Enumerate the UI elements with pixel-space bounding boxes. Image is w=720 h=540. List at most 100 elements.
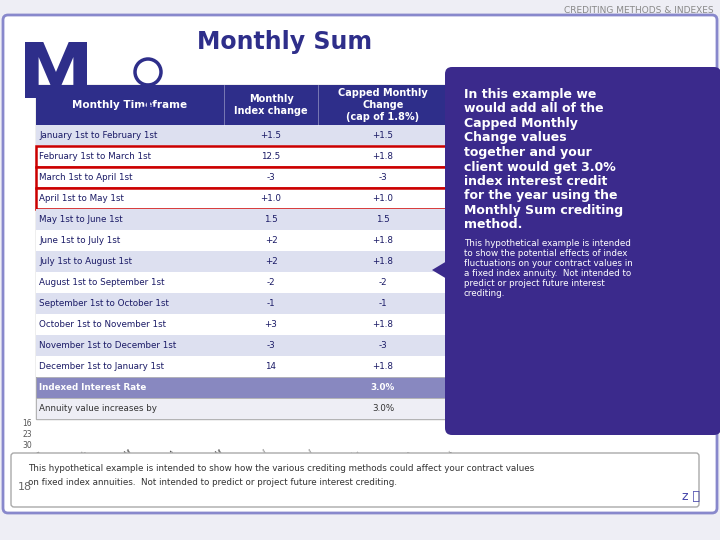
FancyBboxPatch shape <box>36 293 448 314</box>
Text: a fixed index annuity.  Not intended to: a fixed index annuity. Not intended to <box>464 269 631 278</box>
Polygon shape <box>432 258 452 282</box>
FancyBboxPatch shape <box>36 398 448 419</box>
Text: Capped Monthly
Change
(cap of 1.8%): Capped Monthly Change (cap of 1.8%) <box>338 89 428 122</box>
Text: Monthly Sum: Monthly Sum <box>197 30 372 54</box>
Text: on fixed index annuities.  Not intended to predict or project future interest cr: on fixed index annuities. Not intended t… <box>28 478 397 487</box>
Text: November 1st to December 1st: November 1st to December 1st <box>39 341 176 350</box>
Text: Jan: Jan <box>29 449 43 463</box>
Text: J: J <box>307 449 314 458</box>
Text: 3.0%: 3.0% <box>372 404 394 413</box>
Text: April 1st to May 1st: April 1st to May 1st <box>39 194 124 203</box>
Text: October 1st to November 1st: October 1st to November 1st <box>39 320 166 329</box>
Text: 23: 23 <box>22 430 32 439</box>
FancyBboxPatch shape <box>36 146 448 167</box>
Text: to show the potential effects of index: to show the potential effects of index <box>464 249 627 258</box>
Text: -3: -3 <box>266 341 275 350</box>
Text: Oct: Oct <box>440 449 456 463</box>
Text: +1.8: +1.8 <box>372 362 394 371</box>
Text: December 1st to January 1st: December 1st to January 1st <box>39 362 164 371</box>
Text: A: A <box>168 449 178 460</box>
Text: June 1st to July 1st: June 1st to July 1st <box>39 236 120 245</box>
FancyBboxPatch shape <box>36 188 448 209</box>
FancyBboxPatch shape <box>36 356 448 377</box>
FancyBboxPatch shape <box>36 314 448 335</box>
Text: crediting.: crediting. <box>464 289 505 298</box>
Text: August 1st to September 1st: August 1st to September 1st <box>39 278 164 287</box>
Text: +1.8: +1.8 <box>372 152 394 161</box>
FancyBboxPatch shape <box>445 67 720 435</box>
Text: Capped Monthly: Capped Monthly <box>464 117 578 130</box>
Text: +1.0: +1.0 <box>261 194 282 203</box>
Text: predict or project future interest: predict or project future interest <box>464 279 605 288</box>
Text: -3: -3 <box>379 341 387 350</box>
Text: +2: +2 <box>265 236 277 245</box>
Text: Au: Au <box>350 449 363 462</box>
Text: 16: 16 <box>22 420 32 429</box>
FancyBboxPatch shape <box>11 453 699 507</box>
Text: This hypothetical example is intended: This hypothetical example is intended <box>464 239 631 248</box>
Text: -3: -3 <box>266 173 275 182</box>
FancyBboxPatch shape <box>36 230 448 251</box>
Text: M: M <box>122 449 132 460</box>
Text: +1.8: +1.8 <box>372 257 394 266</box>
Text: March 1st to April 1st: March 1st to April 1st <box>39 173 132 182</box>
Text: January 1st to February 1st: January 1st to February 1st <box>39 131 158 140</box>
FancyBboxPatch shape <box>36 85 448 419</box>
Text: 3.0%: 3.0% <box>371 383 395 392</box>
Text: This hypothetical example is intended to show how the various crediting methods : This hypothetical example is intended to… <box>28 464 534 473</box>
Text: Septe: Septe <box>390 449 414 468</box>
Text: would add all of the: would add all of the <box>464 103 603 116</box>
FancyBboxPatch shape <box>36 85 448 125</box>
Text: -2: -2 <box>266 278 275 287</box>
FancyBboxPatch shape <box>36 272 448 293</box>
Text: 14: 14 <box>266 362 276 371</box>
Text: 1.5: 1.5 <box>264 215 278 224</box>
Text: Indexed Interest Rate: Indexed Interest Rate <box>39 383 146 392</box>
Text: +1.5: +1.5 <box>261 131 282 140</box>
Text: Monthly
Index change: Monthly Index change <box>234 94 308 116</box>
FancyBboxPatch shape <box>36 167 448 188</box>
Text: -1: -1 <box>379 299 387 308</box>
Text: -2: -2 <box>379 278 387 287</box>
Text: +1.8: +1.8 <box>372 320 394 329</box>
FancyBboxPatch shape <box>36 209 448 230</box>
FancyBboxPatch shape <box>36 125 448 146</box>
Text: +1.5: +1.5 <box>372 131 394 140</box>
Text: together and your: together and your <box>464 146 592 159</box>
Text: 1.5: 1.5 <box>376 215 390 224</box>
FancyBboxPatch shape <box>36 188 448 209</box>
FancyBboxPatch shape <box>36 251 448 272</box>
Text: 18: 18 <box>18 482 32 492</box>
Text: -1: -1 <box>266 299 275 308</box>
Text: fluctuations on your contract values in: fluctuations on your contract values in <box>464 259 633 268</box>
Text: +3: +3 <box>264 320 277 329</box>
Text: method.: method. <box>464 219 523 232</box>
FancyBboxPatch shape <box>3 15 717 513</box>
Text: index interest credit: index interest credit <box>464 175 608 188</box>
Text: M: M <box>18 40 94 114</box>
Text: 30: 30 <box>22 441 32 449</box>
Text: Monthly Timeframe: Monthly Timeframe <box>73 100 188 110</box>
Text: +1.0: +1.0 <box>372 194 394 203</box>
Text: M: M <box>214 449 224 460</box>
Text: Monthly Sum crediting: Monthly Sum crediting <box>464 204 623 217</box>
Text: May 1st to June 1st: May 1st to June 1st <box>39 215 122 224</box>
Text: In this example we: In this example we <box>464 88 596 101</box>
Text: 12.5: 12.5 <box>261 152 281 161</box>
Text: -3: -3 <box>379 173 387 182</box>
Circle shape <box>140 64 156 80</box>
Text: Change values: Change values <box>464 132 567 145</box>
Text: +2: +2 <box>265 257 277 266</box>
Text: J: J <box>261 449 268 458</box>
Text: for the year using the: for the year using the <box>464 190 618 202</box>
Text: +1.8: +1.8 <box>372 236 394 245</box>
Text: July 1st to August 1st: July 1st to August 1st <box>39 257 132 266</box>
Text: Feb: Feb <box>73 449 90 463</box>
Text: Annuity value increases by: Annuity value increases by <box>39 404 157 413</box>
Text: client would get 3.0%: client would get 3.0% <box>464 160 616 173</box>
FancyBboxPatch shape <box>36 167 448 188</box>
Text: z ⓘ: z ⓘ <box>682 489 700 503</box>
Text: CREDITING METHODS & INDEXES: CREDITING METHODS & INDEXES <box>564 6 714 15</box>
Text: February 1st to March 1st: February 1st to March 1st <box>39 152 151 161</box>
FancyBboxPatch shape <box>36 146 448 167</box>
